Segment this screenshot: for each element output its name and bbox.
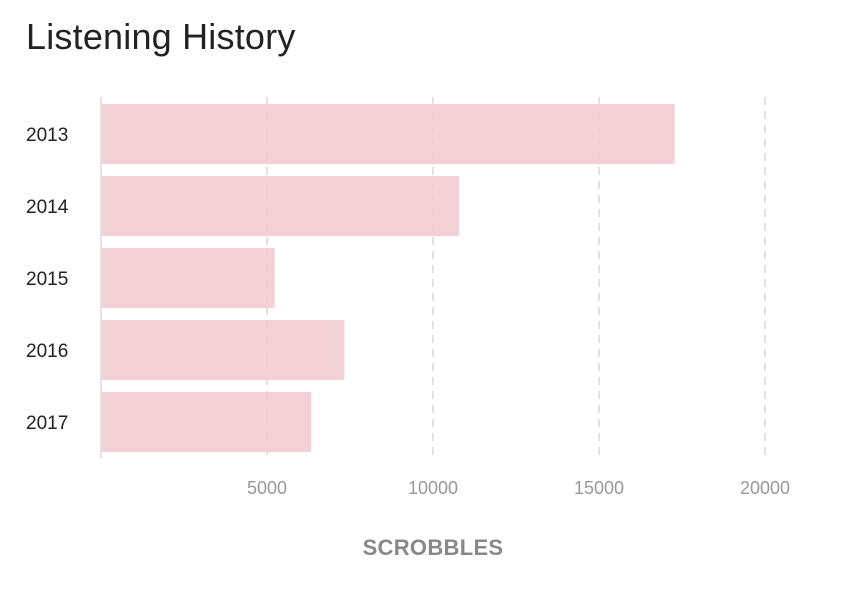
bar: [102, 104, 675, 164]
category-label: 2014: [26, 197, 69, 218]
x-tick-label: 10000: [408, 478, 458, 498]
category-label: 2015: [26, 269, 68, 290]
label-layer: 5000 10000 15000 20000 2013 2014 2015 2016 2017: [26, 125, 790, 498]
category-label: 2013: [26, 125, 68, 146]
category-label: 2016: [26, 341, 68, 362]
x-tick-label: 15000: [574, 478, 624, 498]
x-tick-label: 20000: [740, 478, 790, 498]
bar: [102, 392, 312, 452]
bar: [102, 176, 459, 236]
bar: [102, 320, 345, 380]
x-tick-label: 5000: [247, 478, 287, 498]
chart-title: Listening History: [26, 16, 296, 57]
bar-layer: [102, 104, 675, 452]
x-axis-title: SCROBBLES: [363, 535, 504, 560]
category-label: 2017: [26, 413, 68, 434]
bar: [102, 248, 275, 308]
